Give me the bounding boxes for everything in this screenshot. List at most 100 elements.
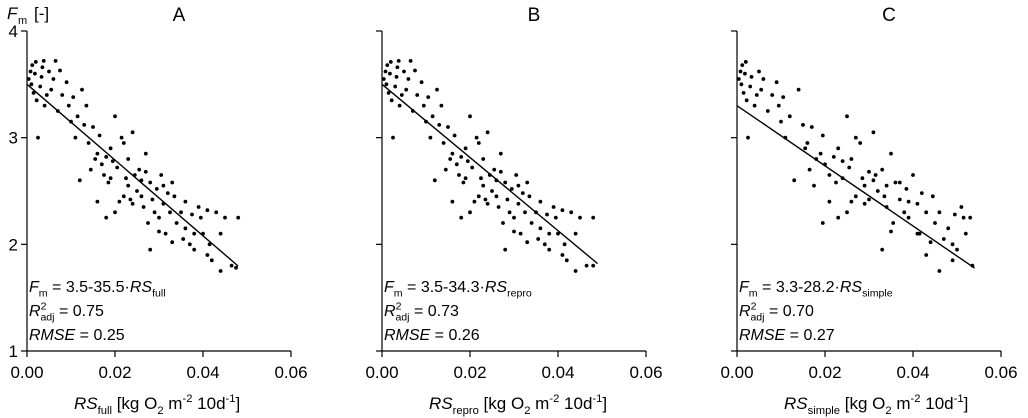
data-point [30, 63, 35, 68]
data-point [739, 82, 744, 87]
data-point [121, 141, 126, 145]
x-axis-label: RSfull [kg O2 m-2 10d-1] [74, 393, 240, 417]
data-point [161, 183, 166, 188]
data-point [507, 210, 512, 215]
y-tick-label: 4 [9, 22, 18, 41]
panel-B: B 0.00 0.02 0.04 0.06 RSrepro [kg O2 m-2 10d-… [365, 5, 662, 417]
data-point [498, 169, 503, 174]
data-point [154, 186, 159, 191]
data-point [950, 242, 955, 247]
data-point [439, 103, 444, 108]
data-point [858, 141, 863, 145]
data-point [137, 167, 142, 172]
data-point [192, 231, 197, 236]
data-point [381, 77, 386, 81]
data-point [119, 135, 124, 140]
data-point [505, 197, 510, 202]
data-point [29, 82, 34, 87]
data-point [873, 173, 878, 177]
data-point [457, 173, 461, 177]
data-point [408, 58, 413, 63]
data-point [897, 197, 902, 202]
data-point [527, 194, 532, 199]
data-point [236, 215, 241, 220]
data-point [891, 221, 896, 225]
data-point [402, 69, 406, 74]
data-point [143, 151, 148, 156]
data-point [44, 93, 49, 97]
data-point [483, 197, 488, 202]
panel-label: A [173, 5, 186, 26]
fit-equation: Fm = 3.5-35.5·RSfull [29, 279, 166, 299]
data-point [113, 114, 117, 119]
data-point [770, 93, 775, 97]
data-point [479, 176, 483, 181]
x-tick-label: 0.02 [453, 363, 486, 382]
data-point [33, 60, 38, 64]
data-point [578, 215, 582, 220]
data-point [168, 210, 172, 215]
data-point [880, 167, 885, 172]
data-point [752, 103, 757, 108]
x-tick-label: 0.00 [365, 363, 398, 382]
data-point [933, 221, 937, 225]
data-point [516, 201, 521, 206]
data-point [564, 258, 569, 263]
panel-A: A 1 2 3 4 0.00 0.02 0.04 0.06 RSfull [kg O2 m-2 1… [9, 5, 308, 417]
data-point [388, 71, 392, 76]
data-point [573, 231, 578, 236]
data-point [937, 210, 942, 215]
y-tick-label: 1 [9, 342, 18, 361]
data-point [847, 165, 852, 170]
data-point [396, 58, 401, 63]
data-point [60, 93, 65, 97]
data-point [551, 205, 556, 209]
data-point [765, 109, 770, 113]
data-point [141, 205, 146, 209]
data-point [214, 210, 219, 215]
data-point [99, 162, 104, 167]
data-point [406, 77, 411, 81]
data-point [42, 103, 47, 108]
data-point [34, 98, 39, 103]
data-point [827, 173, 832, 177]
data-point [58, 68, 62, 73]
data-point [774, 80, 779, 85]
data-point [867, 197, 871, 202]
data-point [584, 263, 589, 268]
data-point [148, 247, 153, 252]
data-point [428, 135, 433, 140]
data-point [525, 240, 530, 245]
x-tick-label: 0.00 [10, 363, 43, 382]
data-point [443, 167, 448, 172]
data-point [465, 159, 470, 164]
data-point [386, 90, 391, 95]
data-point [53, 58, 58, 63]
data-point [492, 167, 497, 172]
data-point [389, 98, 394, 103]
data-point [91, 125, 95, 129]
data-point [902, 210, 907, 215]
data-point [183, 226, 188, 231]
data-point [512, 229, 516, 234]
data-point [139, 194, 144, 199]
x-tick-label: 0.04 [541, 363, 574, 382]
data-point [104, 215, 109, 220]
data-point [761, 77, 766, 81]
data-point [170, 180, 175, 185]
data-point [435, 87, 439, 92]
r2-adj: R2 adj = 0.73 [384, 300, 459, 323]
data-point [476, 194, 481, 199]
data-point [904, 186, 909, 191]
data-point [547, 231, 552, 236]
rmse: RMSE = 0.27 [739, 327, 835, 344]
data-point [955, 247, 959, 252]
data-point [472, 199, 477, 204]
data-point [383, 69, 388, 74]
data-point [135, 189, 139, 193]
data-point [437, 122, 442, 127]
data-point [893, 180, 898, 185]
data-point [748, 84, 753, 89]
data-point [853, 194, 858, 199]
